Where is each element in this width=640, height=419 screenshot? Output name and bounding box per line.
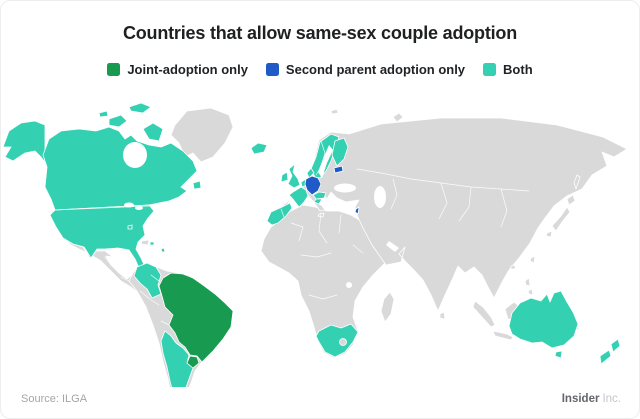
country-australia-tasmania xyxy=(554,350,563,359)
legend-item-second: Second parent adoption only xyxy=(265,62,466,77)
island-honshu xyxy=(551,206,571,232)
island-puerto-rico xyxy=(149,241,155,246)
country-slovenia-croatia xyxy=(313,198,323,205)
island-sri-lanka xyxy=(439,311,446,320)
legend-swatch-second xyxy=(265,63,279,76)
page-title: Countries that allow same-sex couple ado… xyxy=(122,23,518,43)
country-denmark xyxy=(306,167,315,179)
country-uruguay xyxy=(186,355,200,369)
legend-item-both: Both xyxy=(483,62,533,77)
country-argentina xyxy=(160,330,194,387)
country-iceland xyxy=(250,142,268,155)
sea-baltic xyxy=(318,145,333,178)
country-united-states xyxy=(49,204,155,271)
island-svalbard xyxy=(330,108,339,115)
landmass-greenland xyxy=(170,107,234,163)
country-canada-victoria-island xyxy=(108,114,128,128)
island-french-antilles xyxy=(160,247,166,253)
island-sakhalin xyxy=(573,174,581,190)
world-map-svg xyxy=(2,102,628,387)
country-south-africa xyxy=(315,323,359,358)
island-madagascar xyxy=(380,291,395,323)
country-brazil xyxy=(158,272,234,363)
island-novaya-zemlya xyxy=(392,112,404,123)
brand-suffix: Inc. xyxy=(602,393,621,405)
country-germany xyxy=(304,175,322,196)
legend-label-second: Second parent adoption only xyxy=(285,62,466,77)
country-canada-baffin-island xyxy=(142,122,164,142)
island-taiwan xyxy=(529,255,536,264)
legend: Joint-adoption only Second parent adopti… xyxy=(1,62,639,77)
legend-item-joint: Joint-adoption only xyxy=(107,62,248,77)
country-finland xyxy=(331,137,349,167)
country-austria xyxy=(312,191,327,200)
highlighted-countries xyxy=(2,102,621,387)
sea-persian-gulf xyxy=(386,241,399,252)
island-sumatra xyxy=(472,300,496,328)
island-bahamas-teal xyxy=(127,224,133,230)
legend-swatch-both xyxy=(483,63,497,76)
island-philippines-south xyxy=(527,288,534,296)
country-spain-portugal xyxy=(266,202,293,226)
lake-victoria xyxy=(346,282,352,288)
island-hainan xyxy=(510,264,516,270)
country-estonia xyxy=(333,165,344,174)
legend-label-both: Both xyxy=(503,62,533,77)
island-hokkaido xyxy=(566,194,576,206)
lake-great-lakes-east xyxy=(135,206,143,210)
sea-caspian xyxy=(374,186,386,208)
country-france xyxy=(288,186,309,208)
country-new-zealand-south xyxy=(599,349,612,365)
island-kyushu xyxy=(545,230,553,238)
island-philippines-north xyxy=(524,277,531,287)
country-canada-arctic-islet xyxy=(98,110,109,118)
country-israel xyxy=(354,206,360,215)
brand-credit: Insider Inc. xyxy=(562,393,621,405)
source-credit: Source: ILGA xyxy=(21,393,88,405)
legend-swatch-joint xyxy=(107,63,121,76)
island-hispaniola xyxy=(140,239,150,246)
country-ireland xyxy=(280,171,289,183)
country-canada-ellesmere-island xyxy=(128,102,152,114)
country-new-zealand-north xyxy=(610,338,621,353)
landmass-africa xyxy=(260,204,396,359)
country-canada xyxy=(42,126,198,211)
sea-black-sea xyxy=(334,183,356,193)
legend-label-joint: Joint-adoption only xyxy=(127,62,248,77)
country-united-kingdom xyxy=(287,163,301,189)
lake-great-lakes-west xyxy=(124,202,134,208)
world-map xyxy=(1,95,639,387)
sea-hudson-bay xyxy=(123,142,147,168)
country-canada-newfoundland xyxy=(192,180,202,190)
sea-overlays xyxy=(123,142,399,288)
island-java xyxy=(492,330,514,341)
brand-name: Insider xyxy=(561,393,600,405)
country-australia xyxy=(508,290,579,349)
